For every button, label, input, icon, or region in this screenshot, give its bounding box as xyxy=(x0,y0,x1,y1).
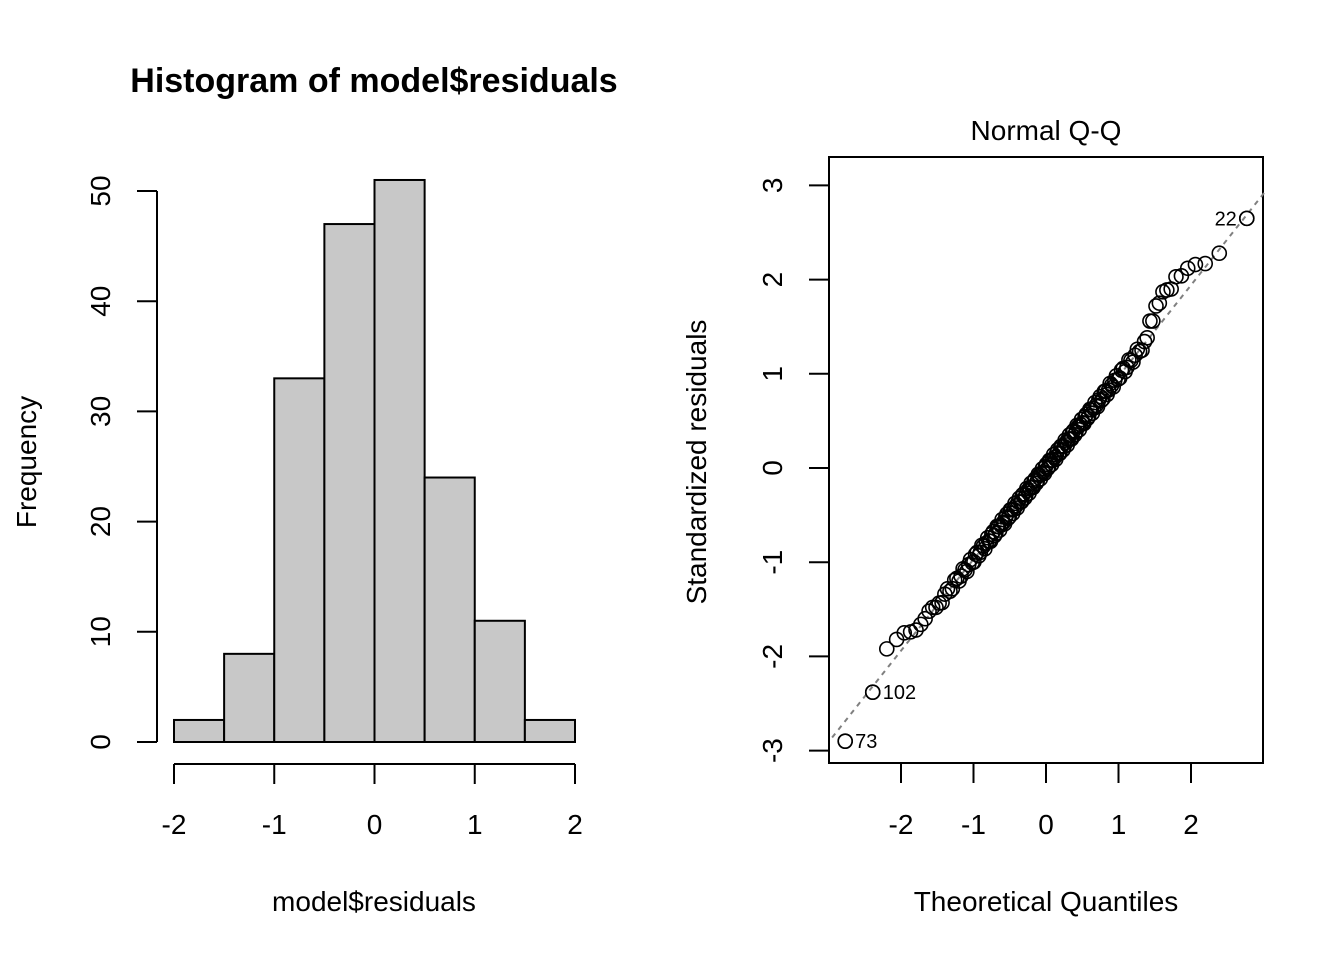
qq-point xyxy=(934,594,950,611)
x-tick-label: 0 xyxy=(1038,809,1054,840)
qq-point xyxy=(896,625,913,641)
qq-title: Normal Q-Q xyxy=(971,115,1122,146)
x-tick-label: -1 xyxy=(961,809,986,840)
qq-line xyxy=(831,188,1268,739)
qq-point xyxy=(1093,392,1110,409)
y-tick-label: 50 xyxy=(85,175,116,206)
qq-point xyxy=(1148,298,1164,314)
qq-points xyxy=(837,210,1255,749)
qq-point-labeled xyxy=(1239,210,1255,227)
qq-point xyxy=(1145,313,1161,329)
x-tick-label: 1 xyxy=(467,809,483,840)
qq-y-axis: -3 -2 -1 0 1 2 3 xyxy=(757,178,830,763)
qq-x-label: Theoretical Quantiles xyxy=(914,886,1179,917)
qq-point xyxy=(1197,255,1214,272)
qq-y-label: Standardized residuals xyxy=(681,320,712,605)
qq-point xyxy=(1179,260,1196,277)
y-tick-label: 10 xyxy=(85,616,116,647)
y-tick-label: 0 xyxy=(85,734,116,750)
qq-reference-line xyxy=(831,188,1268,739)
qq-point-label: 22 xyxy=(1215,208,1237,230)
histogram-bar xyxy=(323,223,376,743)
qq-point xyxy=(1168,268,1184,285)
histogram-x-axis: -2 -1 0 1 2 xyxy=(162,763,583,840)
y-tick-label: -3 xyxy=(757,738,788,763)
qq-x-axis: -2 -1 0 1 2 xyxy=(889,762,1199,840)
qq-point xyxy=(1211,245,1228,262)
histogram-x-label: model$residuals xyxy=(272,886,476,917)
qq-point xyxy=(878,641,895,657)
histogram-bar xyxy=(523,718,576,744)
qq-point xyxy=(1142,313,1158,329)
y-tick-label: 20 xyxy=(85,506,116,537)
histogram-y-label: Frequency xyxy=(11,396,42,528)
qq-point xyxy=(1080,408,1097,425)
qq-point xyxy=(1151,295,1168,311)
qq-panel: Normal Q-Q -2 -1 0 1 2 -3 -2 -1 0 1 2 3 73 102 22 Th… xyxy=(681,115,1268,917)
qq-point xyxy=(1000,510,1016,526)
histogram-bar xyxy=(173,718,226,744)
histogram-title: Histogram of model$residuals xyxy=(130,62,617,100)
x-tick-label: -2 xyxy=(889,809,914,840)
y-tick-label: -2 xyxy=(757,644,788,669)
y-tick-label: 2 xyxy=(757,272,788,288)
histogram-bar xyxy=(473,619,526,744)
y-tick-label: 40 xyxy=(85,286,116,317)
qq-point xyxy=(917,610,933,627)
y-tick-label: 30 xyxy=(85,396,116,427)
histogram-y-axis: 0 10 20 30 40 50 xyxy=(85,175,158,750)
qq-point-label: 102 xyxy=(883,682,916,704)
x-tick-label: 0 xyxy=(367,809,383,840)
x-tick-label: -1 xyxy=(262,809,287,840)
qq-point xyxy=(1095,391,1111,407)
histogram-bar xyxy=(423,476,476,743)
histogram-bar xyxy=(273,377,326,743)
x-tick-label: 2 xyxy=(1183,809,1199,840)
histogram-bars xyxy=(173,178,576,744)
qq-point xyxy=(1039,460,1056,477)
x-tick-label: 2 xyxy=(567,809,583,840)
qq-point xyxy=(1139,329,1155,346)
qq-point-labels: 73 102 22 xyxy=(837,208,1255,753)
histogram-panel: Histogram of model$residuals -2 -1 0 1 2 0 10… xyxy=(11,62,618,917)
qq-point xyxy=(1001,509,1018,525)
x-tick-label: 1 xyxy=(1111,809,1127,840)
y-tick-label: -1 xyxy=(757,550,788,575)
qq-point xyxy=(988,525,1004,542)
qq-point xyxy=(908,622,924,638)
y-tick-label: 3 xyxy=(757,178,788,194)
qq-point-label: 73 xyxy=(855,731,877,753)
qq-point-labeled xyxy=(837,733,853,749)
x-tick-label: -2 xyxy=(162,809,187,840)
histogram-bar xyxy=(223,652,276,744)
qq-point-labeled xyxy=(864,684,881,700)
y-tick-label: 1 xyxy=(757,366,788,382)
y-tick-label: 0 xyxy=(757,460,788,476)
qq-point xyxy=(1187,256,1204,273)
histogram-bar xyxy=(373,178,426,744)
qq-point xyxy=(1136,333,1153,350)
